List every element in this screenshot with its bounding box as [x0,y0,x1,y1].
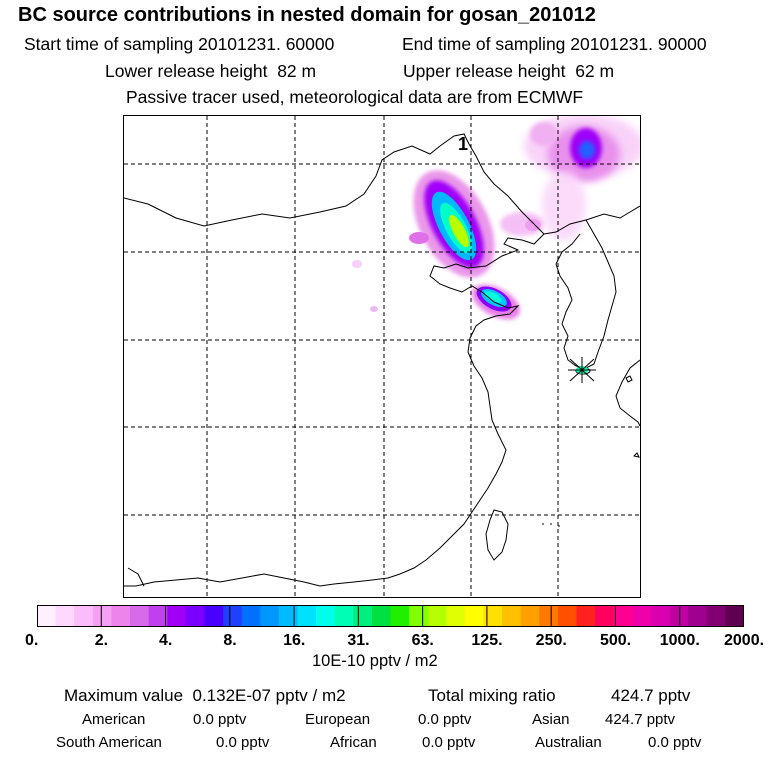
colorbar-cell [371,605,391,627]
map-label-1: 1 [458,134,468,154]
max-value: Maximum value 0.132E-07 pptv / m2 [64,686,346,706]
max-value-label: Maximum value [64,686,184,705]
colorbar-tick-label: 2000. [724,632,765,649]
colorbar-cell [650,605,671,627]
region-name: Australian [535,734,602,751]
region-value: 0.0 pptv [418,711,472,728]
region-value: 0.0 pptv [193,711,247,728]
colorbar-tick-label: 125. [471,632,503,649]
page-title: BC source contributions in nested domain… [18,4,596,26]
upper-release-value: 62 m [575,61,615,81]
upper-release-label: Upper release height [403,61,566,81]
colorbar-cell [37,605,57,627]
colorbar-cell [539,605,559,627]
colorbar-cell [167,605,187,627]
colorbar-cell [204,605,224,627]
colorbar-border [37,605,744,627]
plume-shandong [352,260,520,320]
region-name: South American [56,734,162,751]
region-value: 0.0 pptv [216,734,270,751]
colorbar-tick-label: 1000. [659,632,700,649]
colorbar-cell [241,605,261,627]
colorbar-cell [74,605,94,627]
colorbar-cell [223,605,243,627]
colorbar-tick-label: 8. [223,632,237,649]
lower-release: Lower release height 82 m [105,61,316,82]
lower-release-value: 82 m [277,61,317,81]
colorbar-cell [185,605,205,627]
colorbar-tick-label: 4. [159,632,173,649]
colorbar-cell [409,605,429,627]
colorbar-cell [92,605,112,627]
region-value: 0.0 pptv [422,734,476,751]
region-name: Asian [532,711,570,728]
colorbar-cell [148,605,168,627]
colorbar-cell [111,605,131,627]
upper-release: Upper release height 62 m [403,61,614,82]
colorbar-cell [483,605,503,627]
colorbar-tick-label: 16. [283,632,306,649]
colorbar-cell [669,605,689,627]
colorbar-cell [334,605,354,627]
end-sampling: End time of sampling 20101231. 90000 [402,34,707,55]
colorbar-cell [297,605,317,627]
colorbar-cell [576,605,596,627]
colorbar-cell [130,605,150,627]
map-panel: 1 [123,115,641,598]
sampling-line: Start time of sampling 20101231. 60000 [24,34,334,55]
colorbar-cell [706,605,726,627]
colorbar-tick-label: 500. [599,632,632,649]
colorbar-tick-label: 63. [411,632,434,649]
colorbar-cell [260,605,280,627]
end-time-label: End time of sampling [402,34,566,54]
colorbar-tick-label: 2. [94,632,109,649]
tracer-note: Passive tracer used, meteorological data… [126,87,584,107]
region-name: American [82,711,146,728]
grid-lines [124,116,640,597]
colorbar-cell [520,605,540,627]
colorbar-cell [688,605,708,627]
colorbar-cell [316,605,336,627]
colorbar-cell [427,605,447,627]
end-time-value: 20101231. 90000 [570,34,707,54]
colorbar-cell [353,605,373,627]
colorbar-cell [390,605,410,627]
coastlines [124,133,640,587]
colorbar-cell [502,605,522,627]
colorbar-tick-label: 0. [25,632,39,649]
colorbar-cell [464,605,485,627]
start-time-label: Start time of sampling [24,34,194,54]
colorbar-tick-label: 250. [535,632,567,649]
region-name: African [330,734,377,751]
map-canvas: 1 [124,116,640,597]
lower-release-label: Lower release height [105,61,268,81]
region-value: 424.7 pptv [605,711,676,728]
receptor-marker [568,357,596,383]
max-value-value: 0.132E-07 pptv / m2 [192,686,346,705]
colorbar-cell [595,605,615,627]
total-mixing-value: 424.7 pptv [611,686,691,705]
colorbar-cell [55,605,75,627]
colorbar-cell [613,605,633,627]
total-mixing: Total mixing ratio [428,686,556,706]
plume-northeast [524,116,640,241]
region-name: European [305,711,371,728]
total-mixing-label: Total mixing ratio [428,686,556,705]
start-time-value: 20101231. 60000 [198,34,335,54]
colorbar-units: 10E-10 pptv / m2 [312,652,438,670]
colorbar [37,605,744,627]
colorbar-cell [725,605,744,627]
region-value: 0.0 pptv [648,734,702,751]
colorbar-tick-label: 31. [347,632,370,649]
colorbar-cell [632,605,652,627]
plume-central [409,170,544,278]
colorbar-cell [278,605,298,627]
colorbar-cell [557,605,578,627]
colorbar-cell [446,605,466,627]
